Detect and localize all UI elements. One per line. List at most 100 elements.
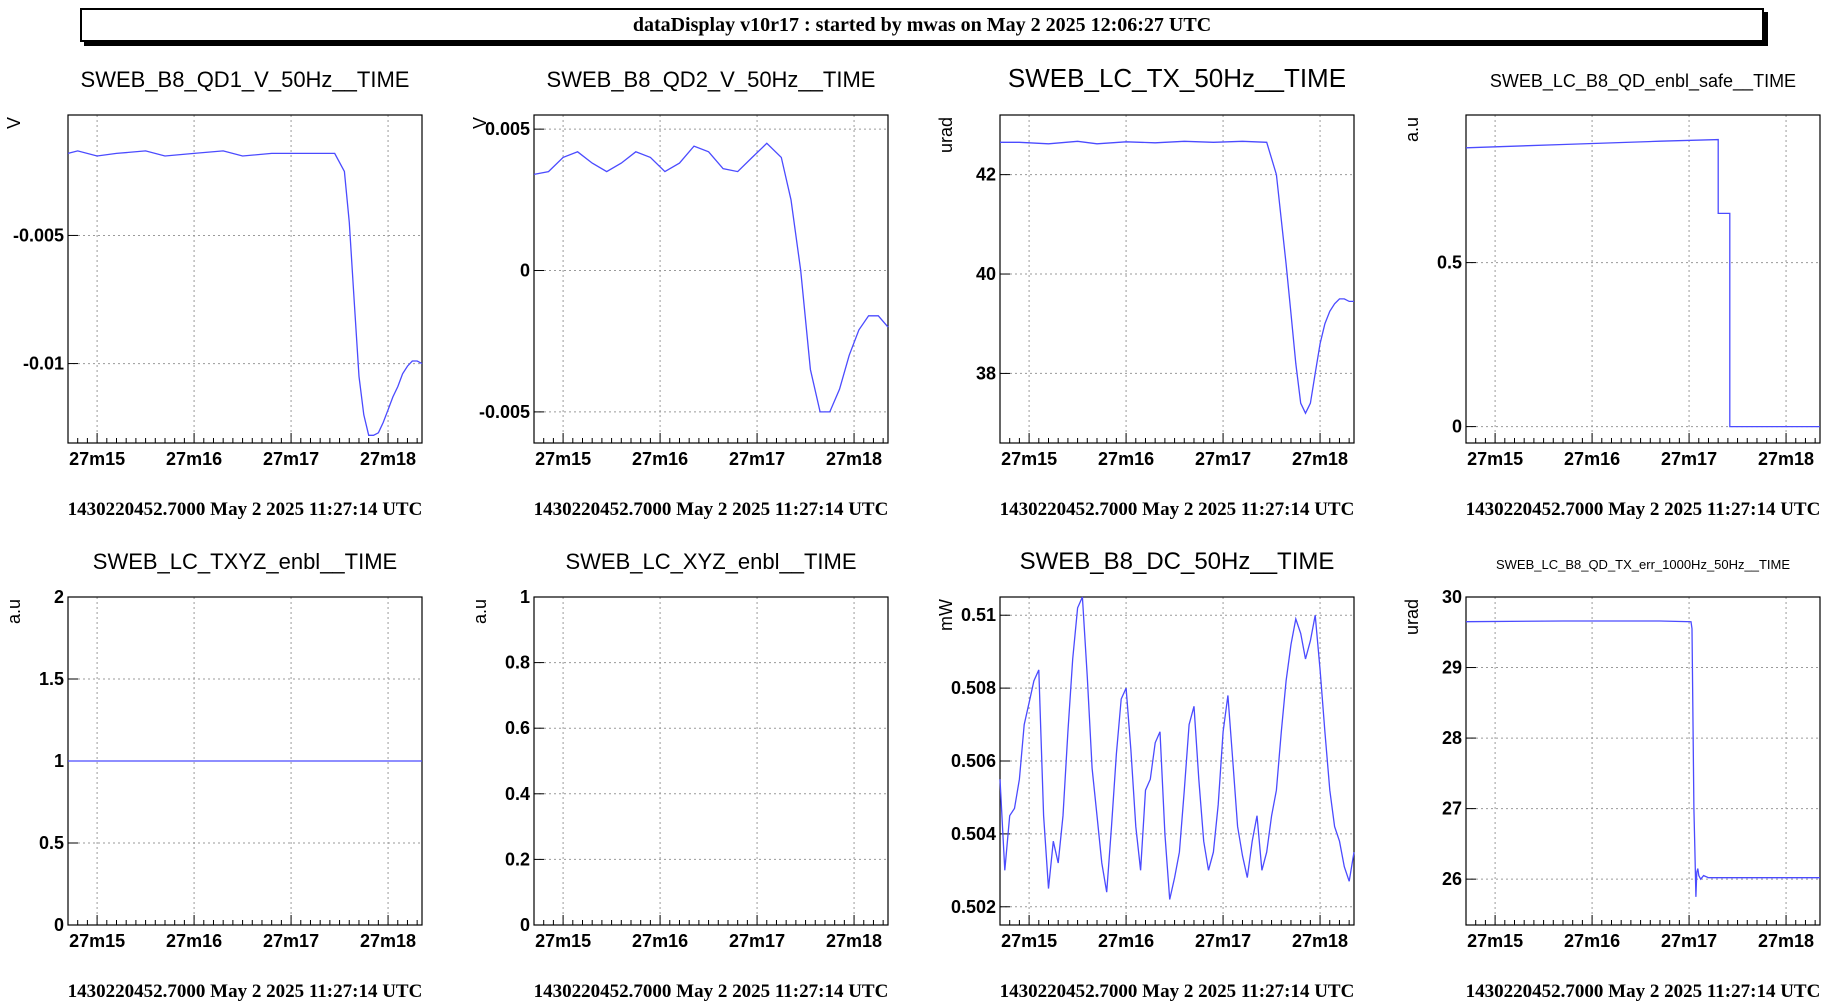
chart-panel-4: SWEB_LC_B8_QD_enbl_safe__TIME a.u 27m15 27m… xyxy=(1398,45,1827,525)
data-series-line xyxy=(1000,140,1354,415)
y-tick-label: 0.005 xyxy=(485,119,530,139)
y-tick-label: -0.01 xyxy=(23,354,64,374)
y-tick-label: 40 xyxy=(976,264,996,284)
x-tick-label: 27m18 xyxy=(826,931,882,951)
x-tick-label: 27m15 xyxy=(1001,449,1057,469)
chart-footer-timestamp: 1430220452.7000 May 2 2025 11:27:14 UTC xyxy=(68,981,423,1002)
x-tick-label: 27m17 xyxy=(1661,931,1717,951)
chart-svg-6: SWEB_LC_XYZ_enbl__TIME a.u 27m15 27m16 27m17… xyxy=(470,549,889,1002)
chart-panel-5: SWEB_LC_TXYZ_enbl__TIME a.u 27m15 27m16 27m1… xyxy=(0,527,465,1007)
x-tick-label: 27m16 xyxy=(166,449,222,469)
x-tick-label: 27m18 xyxy=(1292,931,1348,951)
y-tick-label: 0.504 xyxy=(951,824,996,844)
display-header: dataDisplay v10r17 : started by mwas on … xyxy=(80,8,1764,42)
y-tick-label: 0.502 xyxy=(951,897,996,917)
data-series-line xyxy=(67,150,423,436)
x-tick-label: 27m15 xyxy=(69,931,125,951)
y-tick-label: 1.5 xyxy=(39,669,64,689)
y-tick-label: 0 xyxy=(1452,417,1462,437)
x-tick-label: 27m15 xyxy=(535,931,591,951)
y-tick-label: 42 xyxy=(976,165,996,185)
header-title: dataDisplay v10r17 : started by mwas on … xyxy=(632,13,1212,36)
x-tick-label: 27m16 xyxy=(1098,931,1154,951)
y-axis-label: V xyxy=(470,117,490,129)
y-tick-label: 0.508 xyxy=(951,678,996,698)
x-tick-label: 27m17 xyxy=(1195,449,1251,469)
y-tick-label: 27 xyxy=(1442,799,1462,819)
y-tick-label: 28 xyxy=(1442,728,1462,748)
chart-panel-8: SWEB_LC_B8_QD_TX_err_1000Hz_50Hz__TIME ur… xyxy=(1398,527,1827,1007)
x-tick-label: 27m17 xyxy=(729,449,785,469)
plot-frame xyxy=(1465,596,1821,926)
y-tick-label: 0.6 xyxy=(505,718,530,738)
x-tick-label: 27m16 xyxy=(1098,449,1154,469)
x-tick-label: 27m18 xyxy=(360,449,416,469)
y-axis-label: urad xyxy=(936,117,956,153)
y-axis-label: a.u xyxy=(1402,117,1422,142)
x-tick-label: 27m15 xyxy=(535,449,591,469)
chart-svg-5: SWEB_LC_TXYZ_enbl__TIME a.u 27m15 27m16 27m1… xyxy=(4,549,423,1002)
y-tick-label: 0.8 xyxy=(505,653,530,673)
y-axis-label: mW xyxy=(936,599,956,631)
y-axis-label: a.u xyxy=(4,599,24,624)
chart-svg-8: SWEB_LC_B8_QD_TX_err_1000Hz_50Hz__TIMEur… xyxy=(1402,557,1821,1002)
y-tick-label: 0.51 xyxy=(961,605,996,625)
chart-title: SWEB_B8_QD1_V_50Hz__TIME xyxy=(81,67,410,92)
plot-frame xyxy=(67,114,423,444)
x-tick-label: 27m18 xyxy=(826,449,882,469)
y-tick-label: 2 xyxy=(54,587,64,607)
x-tick-label: 27m15 xyxy=(1467,449,1523,469)
y-tick-label: 29 xyxy=(1442,658,1462,678)
chart-title: SWEB_LC_B8_QD_enbl_safe__TIME xyxy=(1490,71,1796,92)
data-series-line xyxy=(999,596,1355,900)
chart-panel-2: SWEB_B8_QD2_V_50Hz__TIME V 27m15 27m16 27m17… xyxy=(466,45,931,525)
data-series-line xyxy=(1465,138,1820,428)
chart-panel-7: SWEB_B8_DC_50Hz__TIME mW 27m15 27m16 27m17 27… xyxy=(932,527,1397,1007)
chart-footer-timestamp: 1430220452.7000 May 2 2025 11:27:14 UTC xyxy=(1000,981,1355,1002)
x-tick-label: 27m18 xyxy=(1758,931,1814,951)
chart-footer-timestamp: 1430220452.7000 May 2 2025 11:27:14 UTC xyxy=(1466,499,1821,520)
chart-grid: SWEB_B8_QD1_V_50Hz__TIME V 27m15 27m16 27m17… xyxy=(0,45,1827,1002)
y-axis-label: V xyxy=(4,117,24,129)
y-tick-label: 0 xyxy=(54,915,64,935)
y-tick-label: 1 xyxy=(54,751,64,771)
chart-title: SWEB_B8_QD2_V_50Hz__TIME xyxy=(547,67,876,92)
chart-title: SWEB_LC_B8_QD_TX_err_1000Hz_50Hz__TIME xyxy=(1496,557,1790,572)
x-tick-label: 27m17 xyxy=(1195,931,1251,951)
x-tick-label: 27m15 xyxy=(1001,931,1057,951)
chart-footer-timestamp: 1430220452.7000 May 2 2025 11:27:14 UTC xyxy=(1466,981,1821,1002)
chart-title: SWEB_B8_DC_50Hz__TIME xyxy=(1020,548,1335,575)
chart-title: SWEB_LC_XYZ_enbl__TIME xyxy=(565,549,856,574)
x-tick-label: 27m16 xyxy=(1564,931,1620,951)
chart-footer-timestamp: 1430220452.7000 May 2 2025 11:27:14 UTC xyxy=(534,499,889,520)
chart-panel-6: SWEB_LC_XYZ_enbl__TIME a.u 27m15 27m16 27m17… xyxy=(466,527,931,1007)
y-tick-label: 26 xyxy=(1442,869,1462,889)
chart-title: SWEB_LC_TXYZ_enbl__TIME xyxy=(93,549,397,574)
x-tick-label: 27m15 xyxy=(69,449,125,469)
y-tick-label: 0.5 xyxy=(39,833,64,853)
x-tick-label: 27m16 xyxy=(166,931,222,951)
y-tick-label: 0 xyxy=(520,261,530,281)
chart-svg-7: SWEB_B8_DC_50Hz__TIME mW 27m15 27m16 27m17 27… xyxy=(936,548,1355,1002)
chart-footer-timestamp: 1430220452.7000 May 2 2025 11:27:14 UTC xyxy=(68,499,423,520)
chart-footer-timestamp: 1430220452.7000 May 2 2025 11:27:14 UTC xyxy=(534,981,889,1002)
data-series-line xyxy=(533,142,889,413)
y-tick-label: -0.005 xyxy=(479,402,530,422)
x-tick-label: 27m18 xyxy=(360,931,416,951)
x-tick-label: 27m16 xyxy=(632,931,688,951)
x-tick-label: 27m18 xyxy=(1758,449,1814,469)
plot-frame xyxy=(1465,114,1821,444)
x-tick-label: 27m16 xyxy=(1564,449,1620,469)
x-tick-label: 27m17 xyxy=(263,449,319,469)
x-tick-label: 27m17 xyxy=(263,931,319,951)
y-tick-label: 38 xyxy=(976,363,996,383)
plot-frame xyxy=(999,114,1355,444)
chart-svg-4: SWEB_LC_B8_QD_enbl_safe__TIME a.u 27m15 27m… xyxy=(1402,71,1821,520)
y-axis-label: a.u xyxy=(470,599,490,624)
y-tick-label: 1 xyxy=(520,587,530,607)
chart-title: SWEB_LC_TX_50Hz__TIME xyxy=(1008,63,1346,93)
y-tick-label: 0.2 xyxy=(505,849,530,869)
x-tick-label: 27m16 xyxy=(632,449,688,469)
